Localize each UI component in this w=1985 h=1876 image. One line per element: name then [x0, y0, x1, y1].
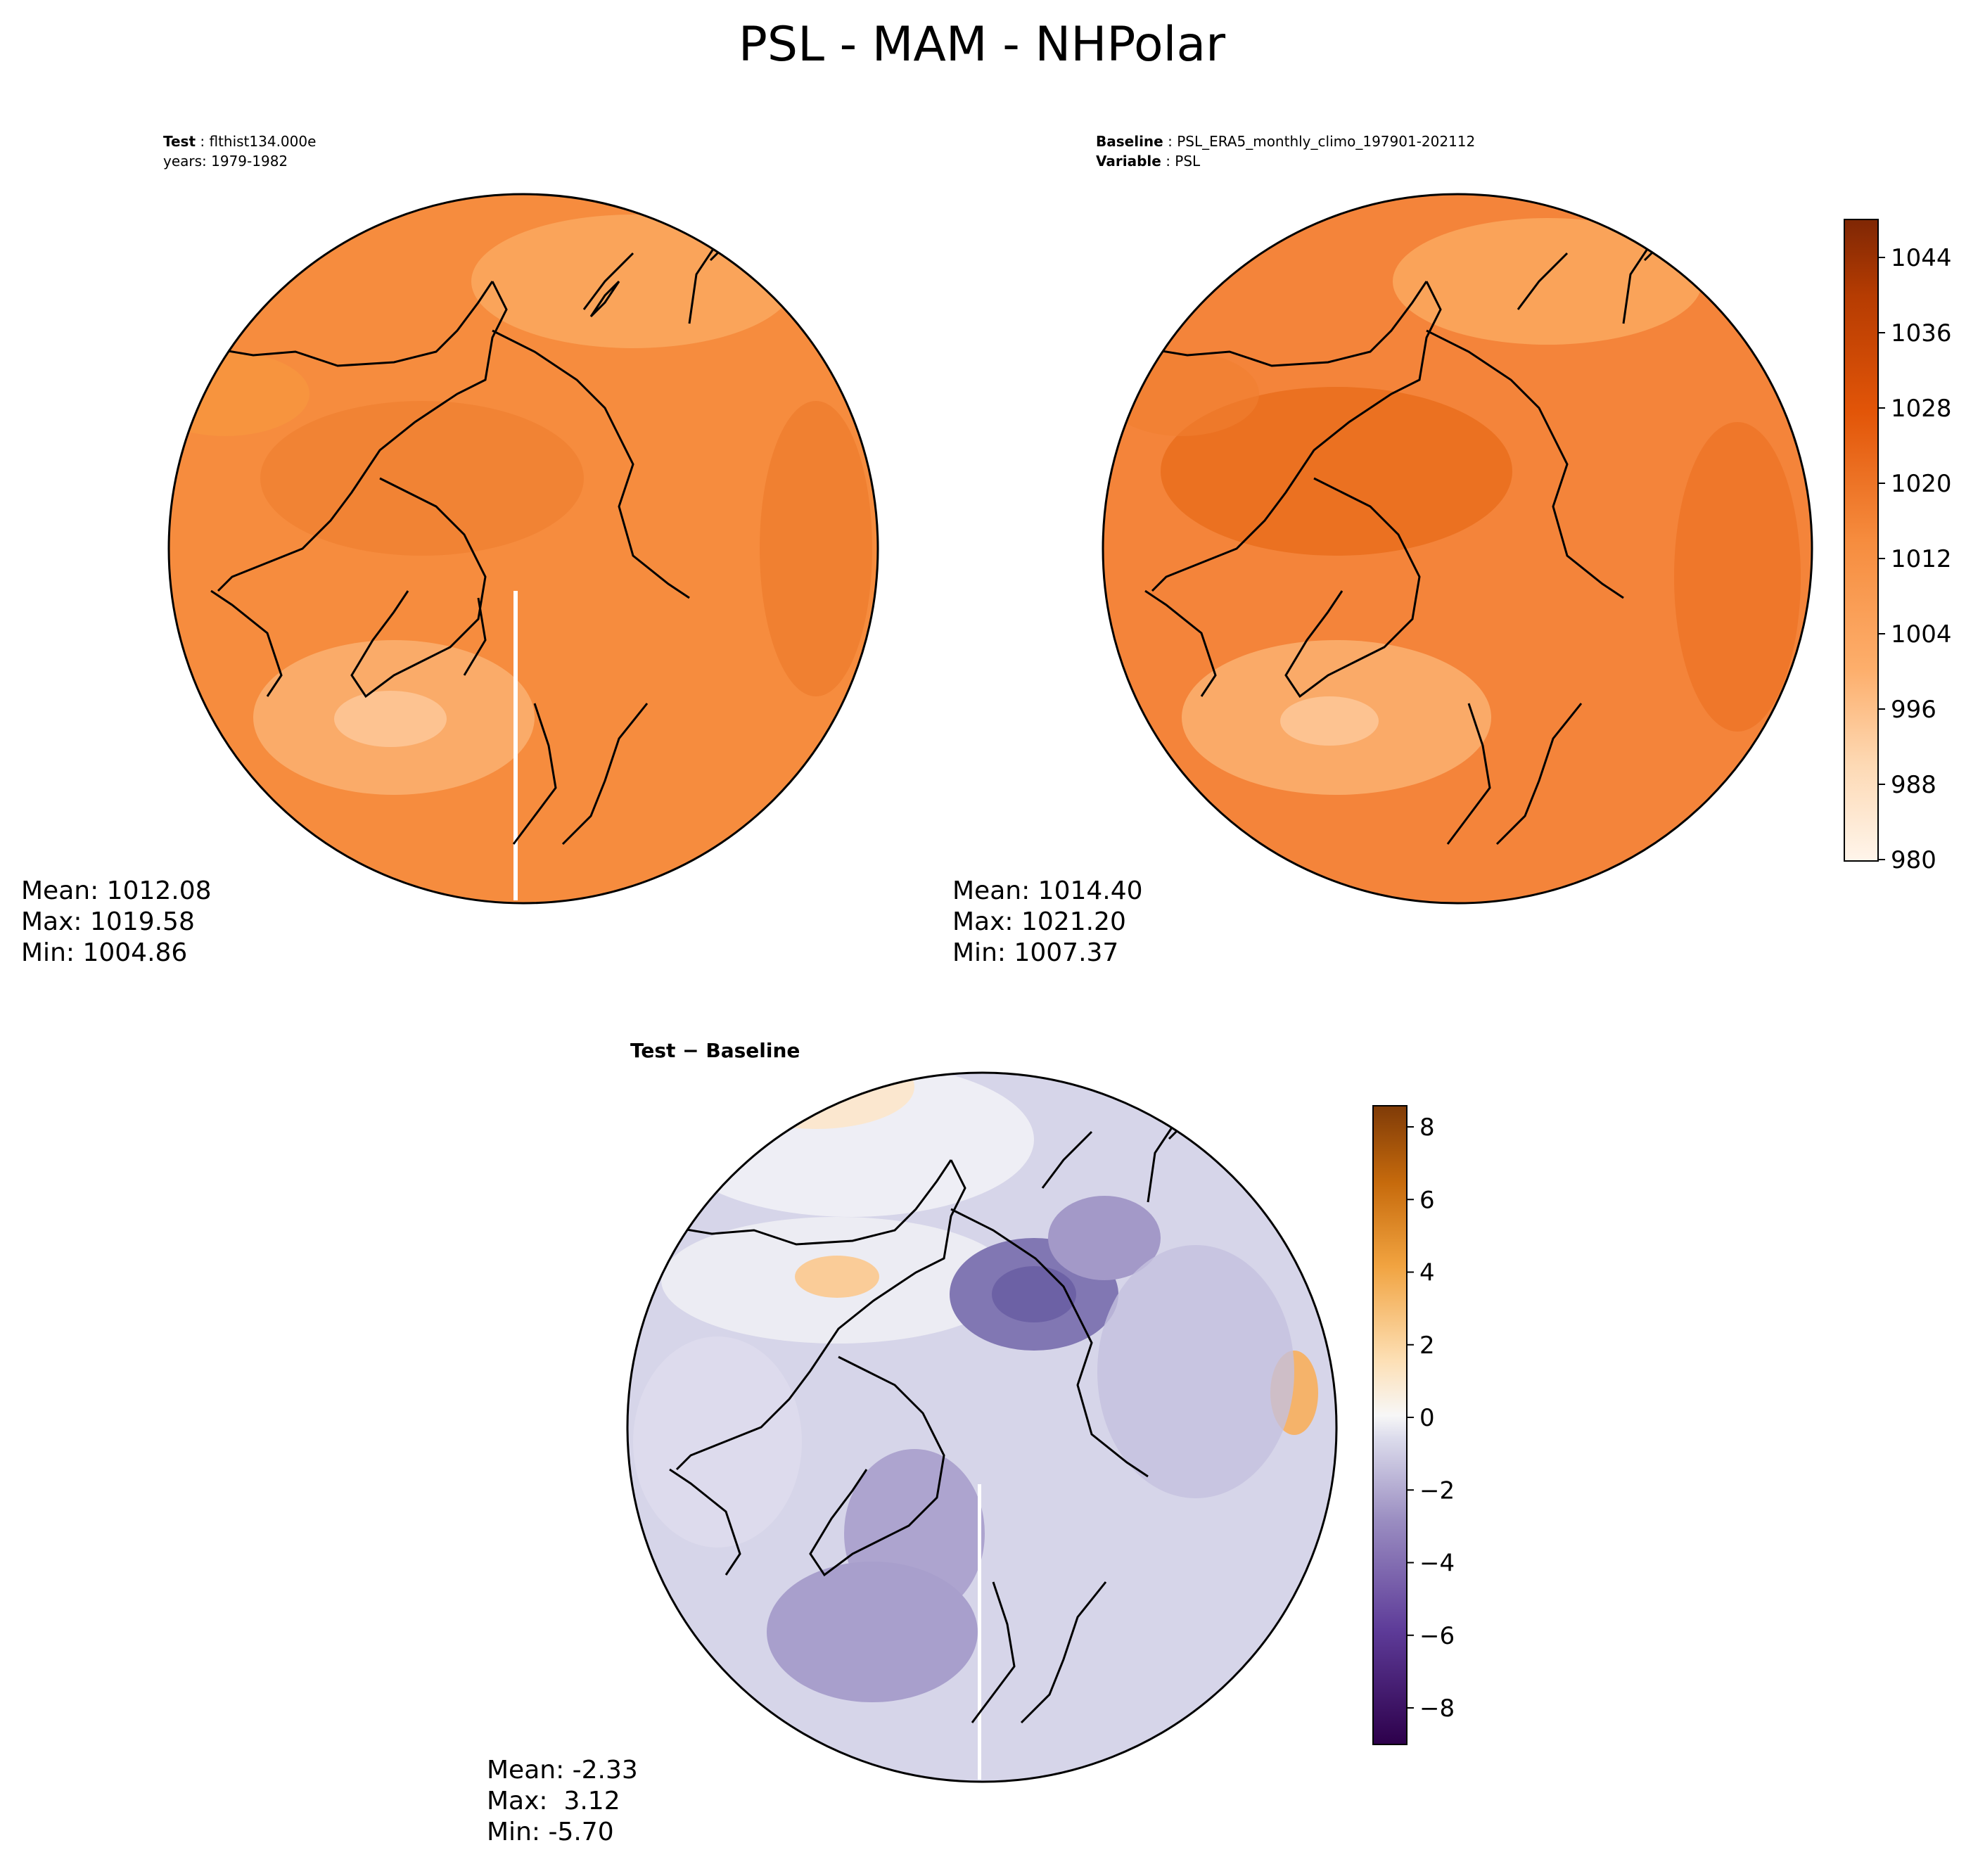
test-label: Test : flthist134.000e [163, 133, 316, 150]
test-min: Min: 1004.86 [21, 938, 187, 967]
diff-max: Max: 3.12 [487, 1787, 620, 1816]
diff-panel: Test − Baseline [487, 1039, 1338, 1846]
baseline-coastlines [1144, 217, 1674, 846]
diff-colorbar-tick-label: −8 [1419, 1695, 1455, 1723]
baseline-max: Max: 1021.20 [952, 907, 1126, 936]
diff-colorbar-tick-label: 6 [1419, 1186, 1435, 1214]
baseline-variable: Variable : PSL [1096, 153, 1201, 170]
diff-colorbar-tick-label: 0 [1419, 1404, 1435, 1432]
diff-colorbar-tick-label: 4 [1419, 1259, 1435, 1287]
diff-colorbar-tick-label: 2 [1419, 1332, 1435, 1360]
main-colorbar-bar [1844, 219, 1879, 862]
test-max: Max: 1019.58 [21, 907, 195, 936]
baseline-mean: Mean: 1014.40 [952, 876, 1143, 905]
main-colorbar-tick-label: 1028 [1891, 395, 1952, 423]
test-label-key: Test [163, 133, 196, 150]
main-colorbar-tick-label: 980 [1891, 846, 1936, 874]
baseline-min: Min: 1007.37 [952, 938, 1118, 967]
test-panel: Test : flthist134.000e years: 1979-1982 [21, 133, 879, 967]
main-colorbar-tick-label: 1036 [1891, 319, 1952, 347]
baseline-label-value: PSL_ERA5_monthly_climo_197901-202112 [1177, 133, 1475, 150]
diff-map-fill [627, 1073, 1336, 1782]
baseline-variable-key: Variable [1096, 153, 1161, 170]
diff-colorbar-tick-label: −4 [1419, 1550, 1455, 1578]
test-label-value: flthist134.000e [209, 133, 316, 150]
main-colorbar-tick-label: 1004 [1891, 620, 1952, 649]
diff-map-boundary [626, 1071, 1338, 1783]
diff-colorbar: 8 6 4 2 0 −2 −4 −6 −8 [1372, 1105, 1455, 1745]
main-colorbar: 1044 1036 1028 1020 1012 1004 996 988 980 [1844, 219, 1952, 874]
figure-title: PSL - MAM - NHPolar [739, 17, 1225, 72]
test-map-boundary [167, 193, 879, 905]
diff-coastlines [669, 1095, 1199, 1724]
test-coastlines [210, 217, 740, 846]
main-colorbar-tick-label: 1044 [1891, 244, 1952, 272]
diff-colorbar-tick-label: −6 [1419, 1622, 1455, 1650]
baseline-variable-value: PSL [1175, 153, 1201, 170]
diff-colorbar-bar [1372, 1105, 1408, 1745]
diff-colorbar-ticks: 8 6 4 2 0 −2 −4 −6 −8 [1407, 1114, 1455, 1723]
test-map-fill [169, 194, 878, 903]
main-colorbar-ticks: 1044 1036 1028 1020 1012 1004 996 988 980 [1878, 244, 1952, 874]
diff-min: Min: -5.70 [487, 1818, 614, 1846]
diff-label: Test − Baseline [630, 1039, 800, 1062]
diff-mean: Mean: -2.33 [487, 1756, 638, 1785]
main-colorbar-tick-label: 1020 [1891, 470, 1952, 498]
diff-colorbar-tick-label: 8 [1419, 1114, 1435, 1142]
baseline-label: Baseline : PSL_ERA5_monthly_climo_197901… [1096, 133, 1475, 150]
main-colorbar-tick-label: 988 [1891, 771, 1936, 799]
baseline-label-key: Baseline [1096, 133, 1163, 150]
test-years: years: 1979-1982 [163, 153, 288, 170]
baseline-map-boundary [1102, 193, 1813, 905]
baseline-panel: Baseline : PSL_ERA5_monthly_climo_197901… [952, 133, 1813, 967]
main-colorbar-tick-label: 1012 [1891, 545, 1952, 573]
test-mean: Mean: 1012.08 [21, 876, 212, 905]
diff-colorbar-tick-label: −2 [1419, 1476, 1455, 1505]
main-colorbar-tick-label: 996 [1891, 696, 1936, 724]
baseline-map-fill [1103, 194, 1812, 903]
